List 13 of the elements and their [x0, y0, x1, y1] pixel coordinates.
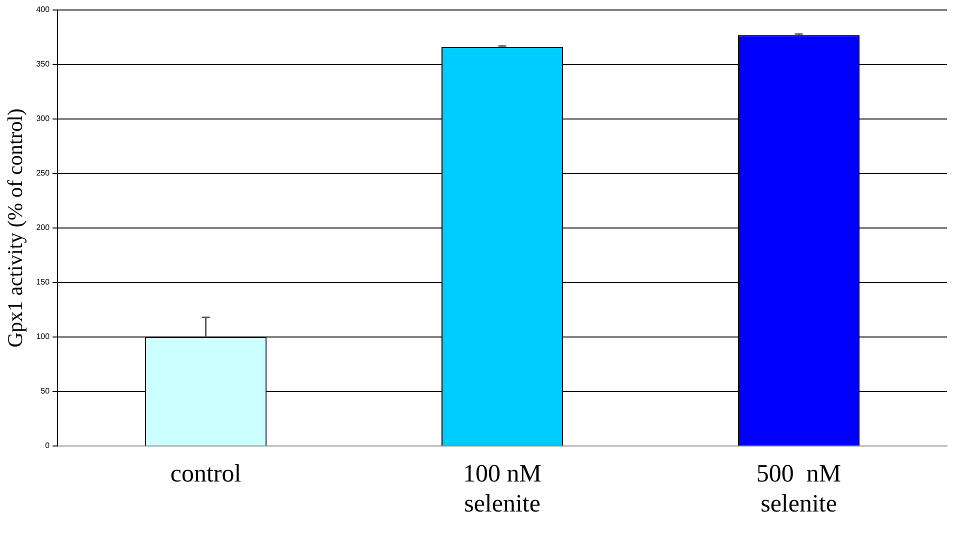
y-tick-label: 350: [36, 60, 50, 69]
x-tick-label: 100 nM selenite: [463, 460, 542, 518]
y-tick-label: 300: [36, 114, 50, 124]
x-tick-label: control: [170, 460, 242, 488]
x-tick-label: 500 nM selenite: [756, 460, 842, 518]
y-tick-label: 50: [40, 386, 50, 396]
y-axis-title: Gpx1 activity (% of control): [3, 108, 28, 348]
y-tick-label: 0: [45, 441, 50, 450]
y-tick-label: 100: [36, 332, 50, 342]
y-tick-label: 200: [36, 223, 50, 232]
y-tick-label: 400: [36, 5, 50, 14]
y-tick-label: 250: [36, 168, 50, 178]
y-tick-label: 150: [36, 278, 50, 287]
